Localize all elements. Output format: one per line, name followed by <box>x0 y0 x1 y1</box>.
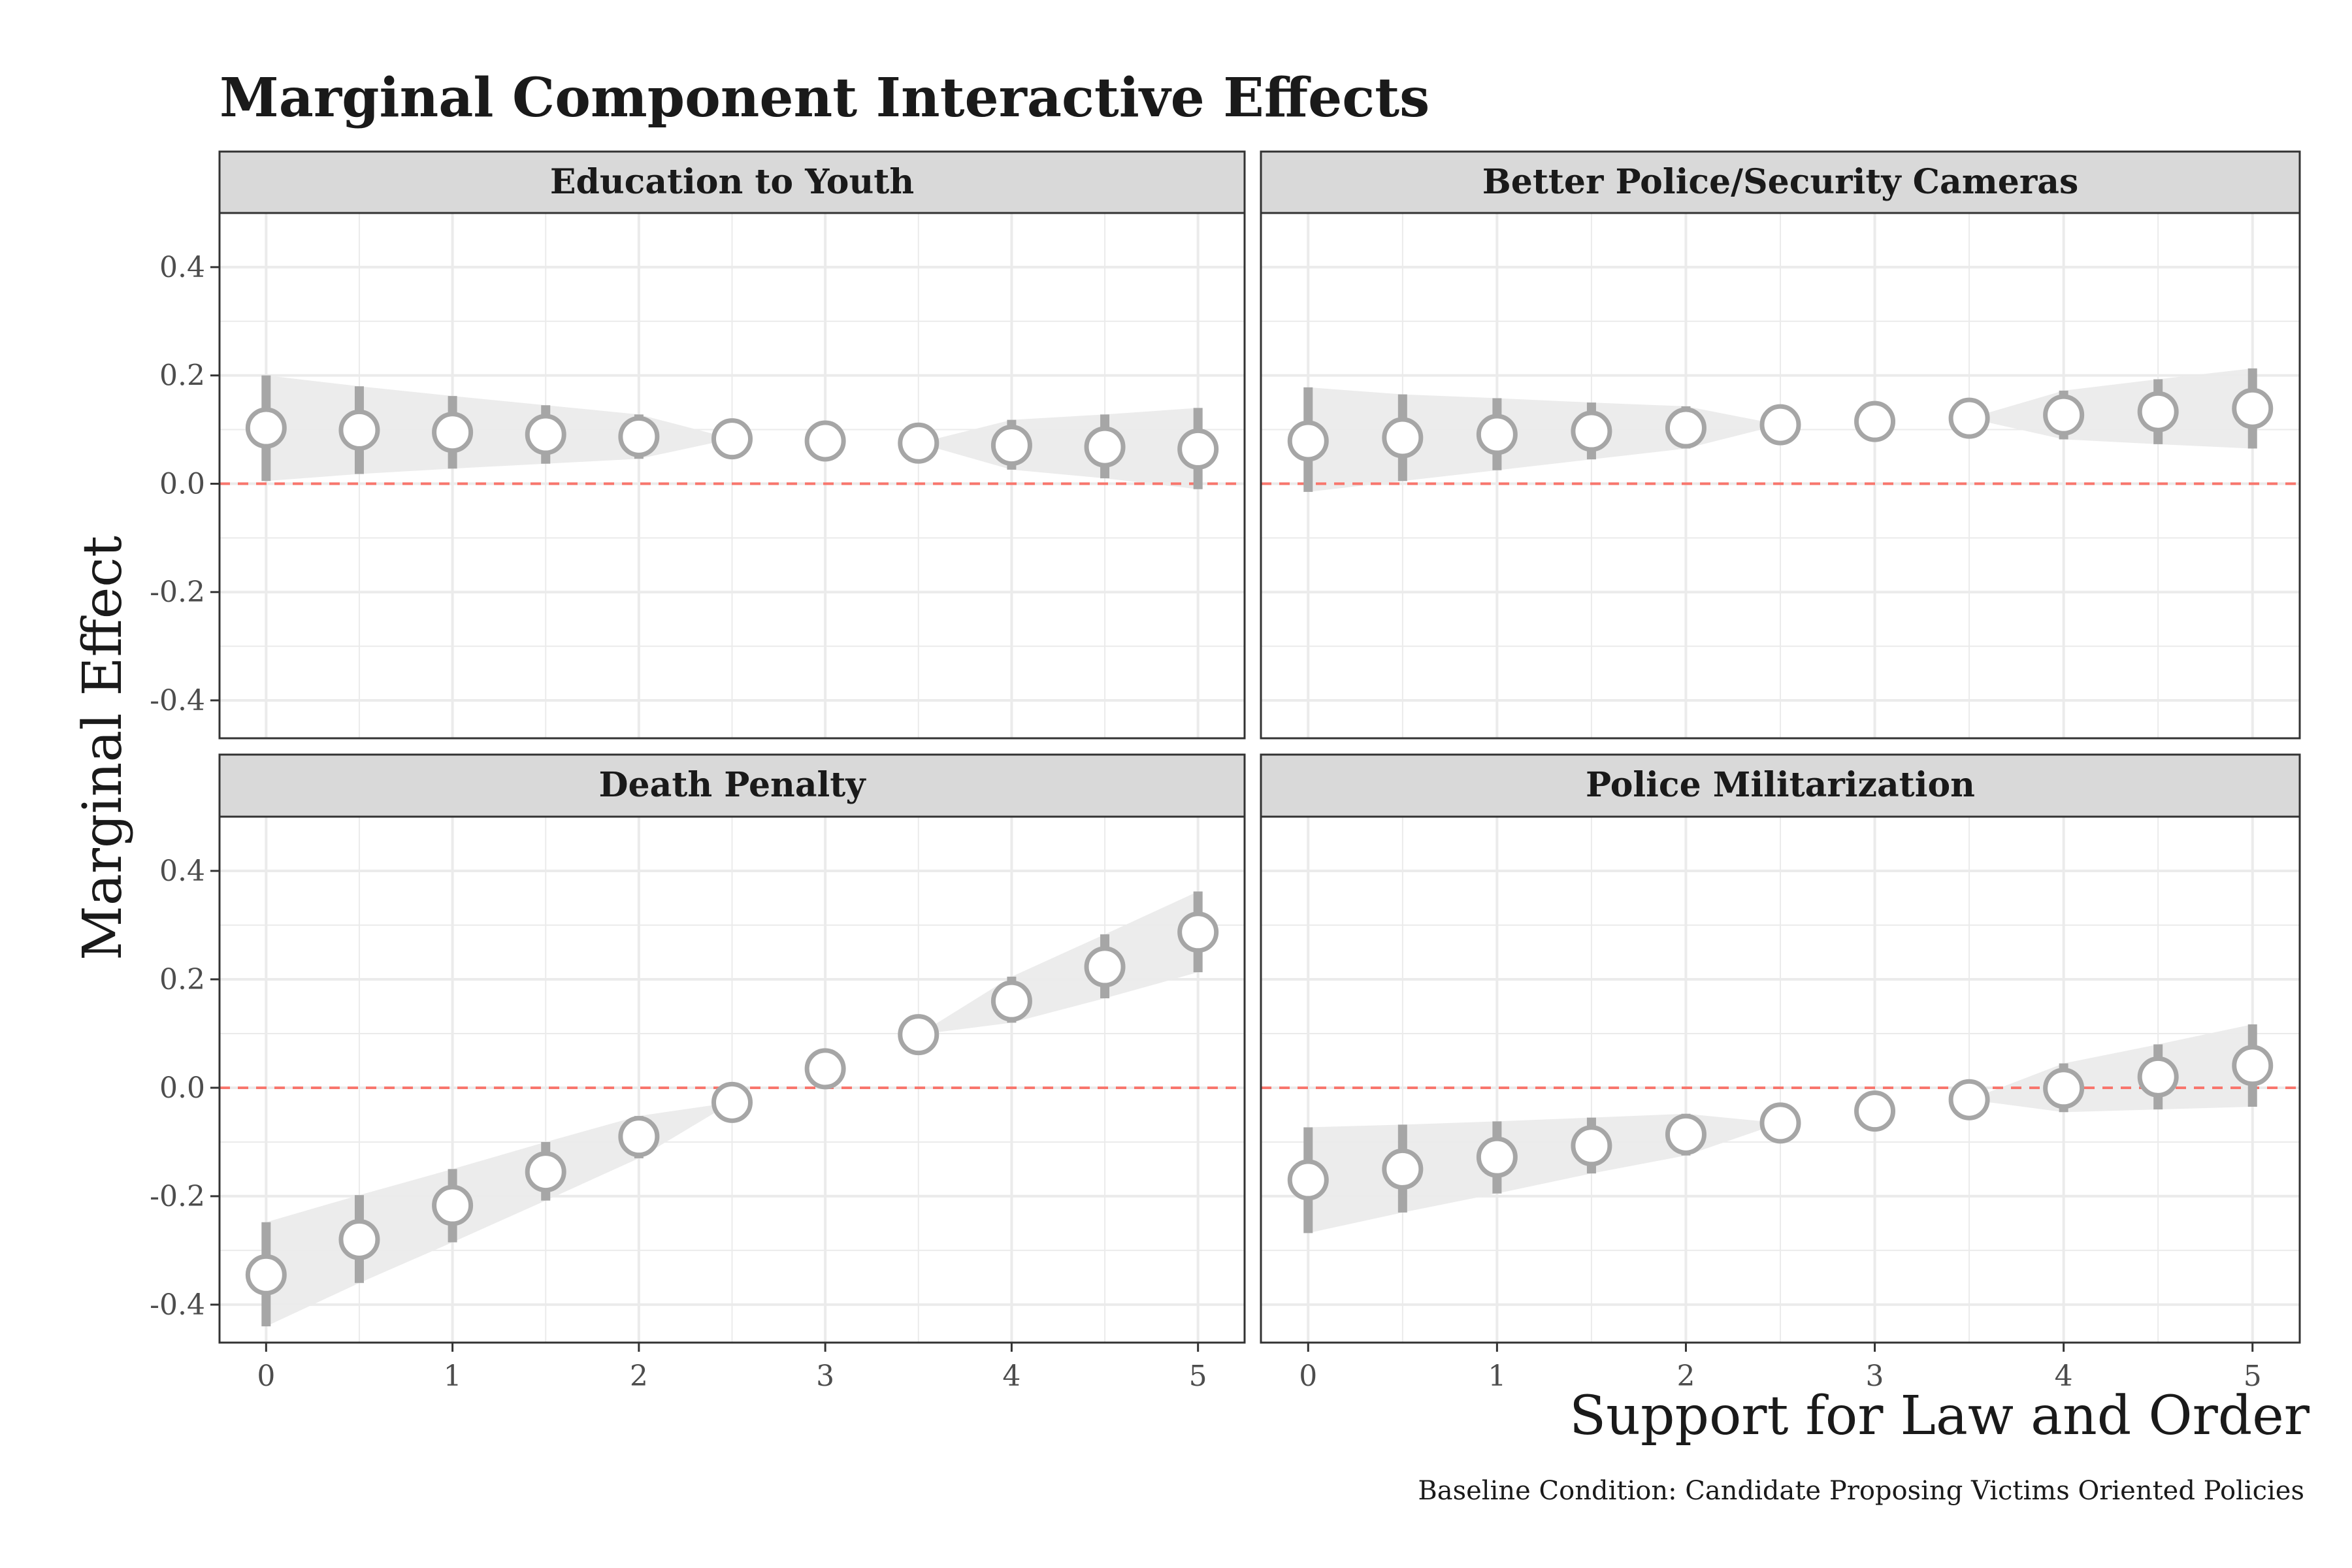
estimate-point <box>1948 1079 1990 1120</box>
chart-caption: Baseline Condition: Candidate Proposing … <box>1418 1476 2304 1506</box>
estimate-point <box>898 422 939 464</box>
panel-strip <box>218 150 1246 214</box>
panel-strip <box>1260 753 2301 818</box>
confidence-band <box>1308 368 2253 492</box>
y-tick-label: 0.4 <box>159 251 205 284</box>
estimate-point <box>338 1218 380 1260</box>
chart-title: Marginal Component Interactive Effects <box>220 67 1429 129</box>
estimate-point <box>2232 387 2274 429</box>
panel: Education to Youth 0.4 0.2 0.0 -0.2 -0.4 <box>150 150 1246 740</box>
x-tick-label: 1 <box>1488 1360 1506 1393</box>
estimate-point <box>1177 911 1219 953</box>
panel: Death Penalty 0.4 0.2 0.0 -0.2 -0.4 0 1 2 3 4 5 <box>150 753 1246 1393</box>
estimate-point <box>432 412 474 453</box>
estimate-point <box>2043 394 2085 436</box>
y-tick-label: 0.0 <box>159 467 205 500</box>
estimate-point <box>525 414 566 455</box>
panel: Police Militarization 0 1 2 3 4 5 <box>1260 753 2301 1393</box>
estimate-point <box>525 1151 566 1193</box>
estimate-point <box>1854 1090 1896 1132</box>
estimate-point <box>990 980 1032 1022</box>
estimate-point <box>1084 946 1126 988</box>
x-tick-label: 5 <box>1189 1360 1207 1393</box>
estimate-point <box>2137 391 2179 433</box>
estimate-point <box>804 420 846 462</box>
estimate-point <box>2232 1045 2274 1086</box>
panel-strip-label: Education to Youth <box>550 162 914 202</box>
estimate-point <box>1854 400 1896 442</box>
panel-strip-label: Better Police/Security Cameras <box>1482 162 2078 202</box>
y-tick-label: -0.4 <box>150 684 205 717</box>
estimate-point <box>618 416 660 457</box>
estimate-point <box>1287 420 1329 462</box>
x-tick-label: 1 <box>444 1360 462 1393</box>
estimate-point <box>245 407 287 449</box>
estimate-point <box>1759 1102 1801 1144</box>
y-tick-label: -0.2 <box>150 1180 205 1213</box>
panel-strip-label: Death Penalty <box>598 765 866 805</box>
estimate-point <box>2043 1068 2085 1109</box>
y-tick-label: 0.4 <box>159 855 205 888</box>
estimate-point <box>1759 404 1801 446</box>
panel-border <box>218 212 1246 740</box>
x-tick-label: 0 <box>1299 1360 1317 1393</box>
panel-strip-label: Police Militarization <box>1586 765 1975 805</box>
estimate-point <box>2137 1056 2179 1098</box>
estimate-point <box>432 1184 474 1226</box>
panel-strip <box>1260 150 2301 214</box>
panel-border <box>218 815 1246 1344</box>
x-tick-label: 4 <box>1002 1360 1021 1393</box>
estimate-point <box>711 418 753 460</box>
estimate-point <box>1287 1159 1329 1201</box>
x-tick-label: 2 <box>630 1360 648 1393</box>
y-tick-label: -0.4 <box>150 1288 205 1322</box>
estimate-point <box>338 409 380 451</box>
panel-border <box>1260 815 2301 1344</box>
estimate-point <box>1571 1125 1612 1167</box>
x-tick-label: 2 <box>1676 1360 1695 1393</box>
estimate-point <box>990 425 1032 466</box>
panel: Better Police/Security Cameras <box>1260 150 2301 740</box>
estimate-point <box>1382 1148 1424 1190</box>
estimate-point <box>1476 414 1518 455</box>
confidence-band <box>266 375 1198 489</box>
x-tick-label: 4 <box>2055 1360 2073 1393</box>
y-tick-label: 0.2 <box>159 359 205 393</box>
x-tick-label: 5 <box>2244 1360 2262 1393</box>
x-tick-label: 3 <box>816 1360 834 1393</box>
estimate-point <box>618 1116 660 1158</box>
panel-strip <box>218 753 1246 818</box>
estimate-point <box>1665 407 1707 449</box>
estimate-point <box>1084 426 1126 468</box>
estimate-point <box>245 1254 287 1296</box>
x-tick-label: 0 <box>257 1360 275 1393</box>
estimate-point <box>711 1081 753 1123</box>
y-tick-label: -0.2 <box>150 576 205 609</box>
confidence-band <box>266 891 1198 1327</box>
y-axis-title: Marginal Effect <box>72 536 134 960</box>
estimate-point <box>1571 410 1612 452</box>
confidence-band <box>1308 1024 2253 1233</box>
estimate-point <box>1382 417 1424 459</box>
y-tick-label: 0.2 <box>159 963 205 996</box>
estimate-point <box>1948 397 1990 439</box>
estimate-point <box>898 1014 939 1056</box>
estimate-point <box>1665 1113 1707 1155</box>
x-axis-title: Support for Law and Order <box>1569 1385 2310 1447</box>
estimate-point <box>804 1048 846 1090</box>
x-tick-label: 3 <box>1866 1360 1884 1393</box>
y-tick-label: 0.0 <box>159 1071 205 1105</box>
estimate-point <box>1476 1136 1518 1178</box>
panel-border <box>1260 212 2301 740</box>
panel-grid: Education to Youth 0.4 0.2 0.0 -0.2 -0.4 Bette… <box>150 150 2301 1393</box>
estimate-point <box>1177 428 1219 470</box>
